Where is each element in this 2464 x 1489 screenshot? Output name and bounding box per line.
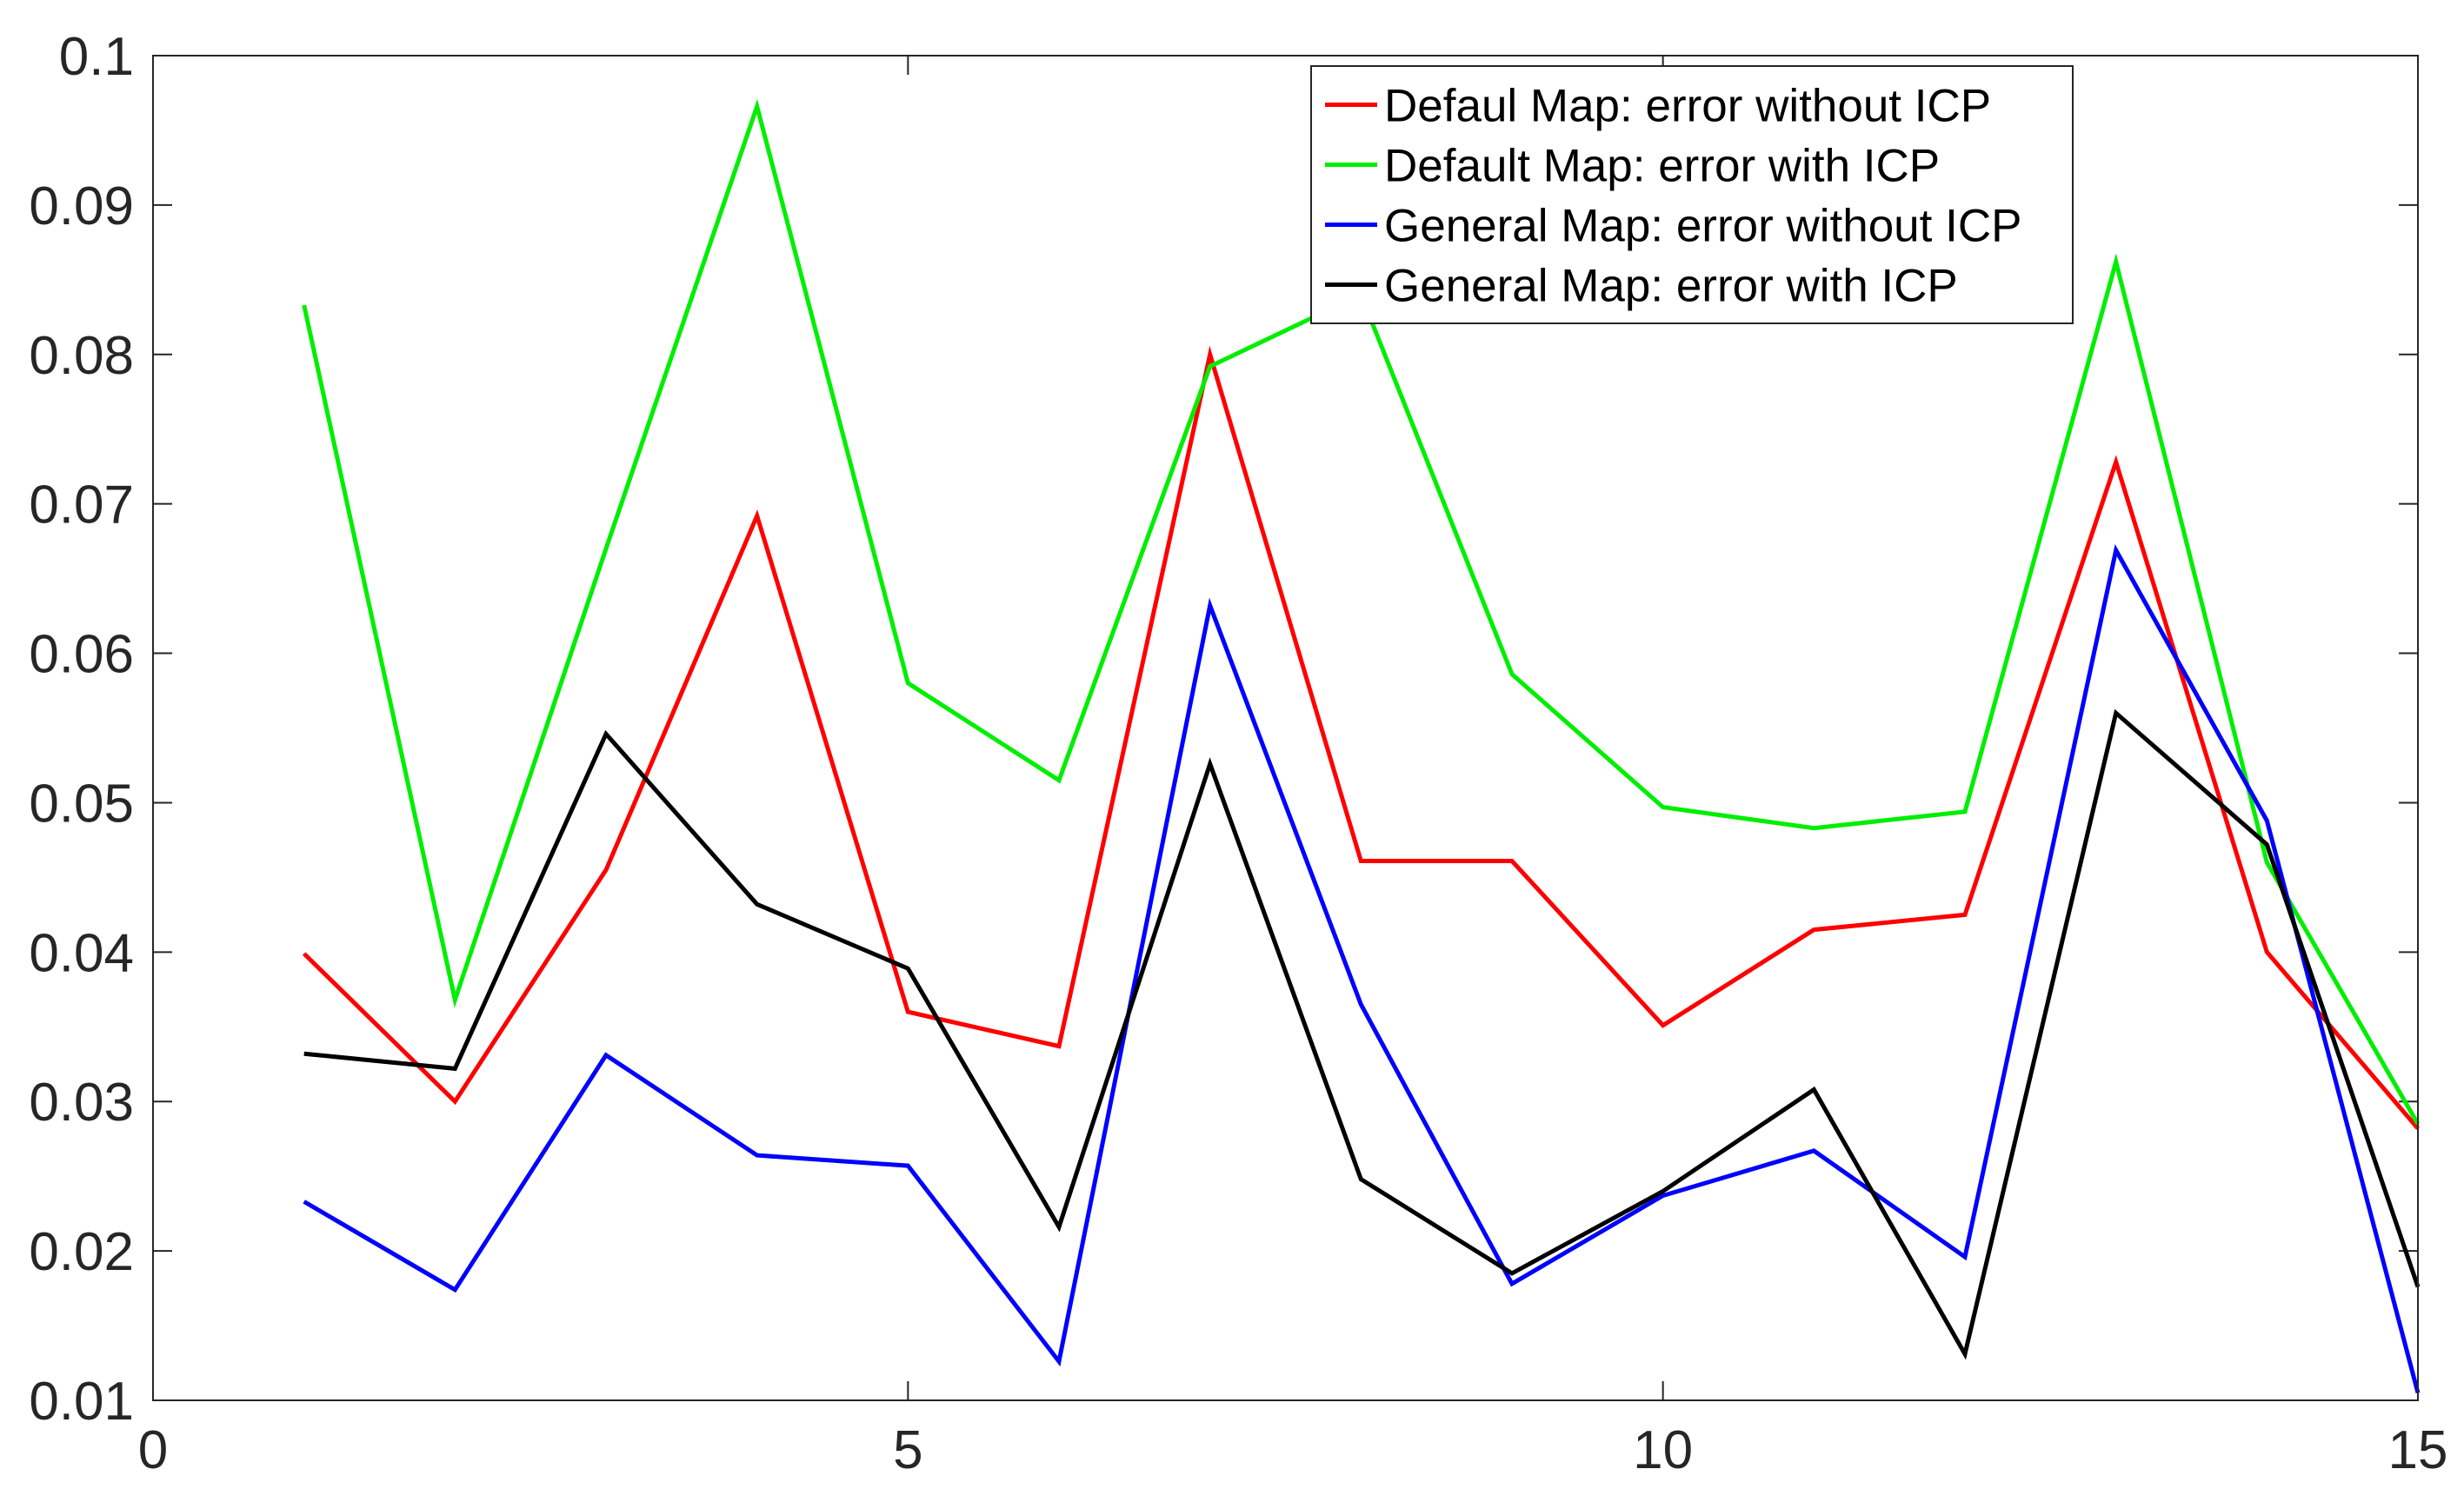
y-tick-label: 0.05 — [29, 774, 134, 834]
series-line-3 — [303, 543, 2421, 1394]
legend-label: General Map: error without ICP — [1384, 201, 2021, 252]
y-tick-label: 0.04 — [29, 923, 134, 983]
y-tick-label: 0.09 — [29, 176, 134, 236]
y-tick-label: 0.03 — [29, 1073, 134, 1133]
y-tick-label: 0.06 — [29, 625, 134, 685]
legend-label: General Map: error with ICP — [1384, 261, 1958, 312]
y-tick-label: 0.07 — [29, 475, 134, 535]
legend-box — [1310, 65, 2074, 324]
legend-label: Default Map: error with ICP — [1384, 141, 1940, 192]
axis-ticks: 0 5 10 15 0.01 0.02 0.03 0.04 0.05 0.06 0.07 0.08 0.… — [29, 27, 2447, 1480]
y-tick-label: 0.1 — [59, 27, 134, 87]
legend: Defaul Map: error without ICP Default Map… — [1310, 65, 2074, 324]
x-tick-label: 0 — [138, 1420, 168, 1480]
y-tick-label: 0.08 — [29, 326, 134, 386]
y-tick-label: 0.02 — [29, 1222, 134, 1282]
x-tick-label: 5 — [893, 1420, 922, 1480]
x-tick-label: 15 — [2388, 1420, 2448, 1480]
legend-label: Defaul Map: error without ICP — [1384, 81, 1991, 132]
x-tick-label: 10 — [1633, 1420, 1693, 1480]
series-line-1 — [302, 345, 2420, 1130]
series-line-4 — [303, 708, 2421, 1360]
axes-frame — [152, 55, 2419, 1401]
y-tick-label: 0.01 — [29, 1372, 134, 1432]
